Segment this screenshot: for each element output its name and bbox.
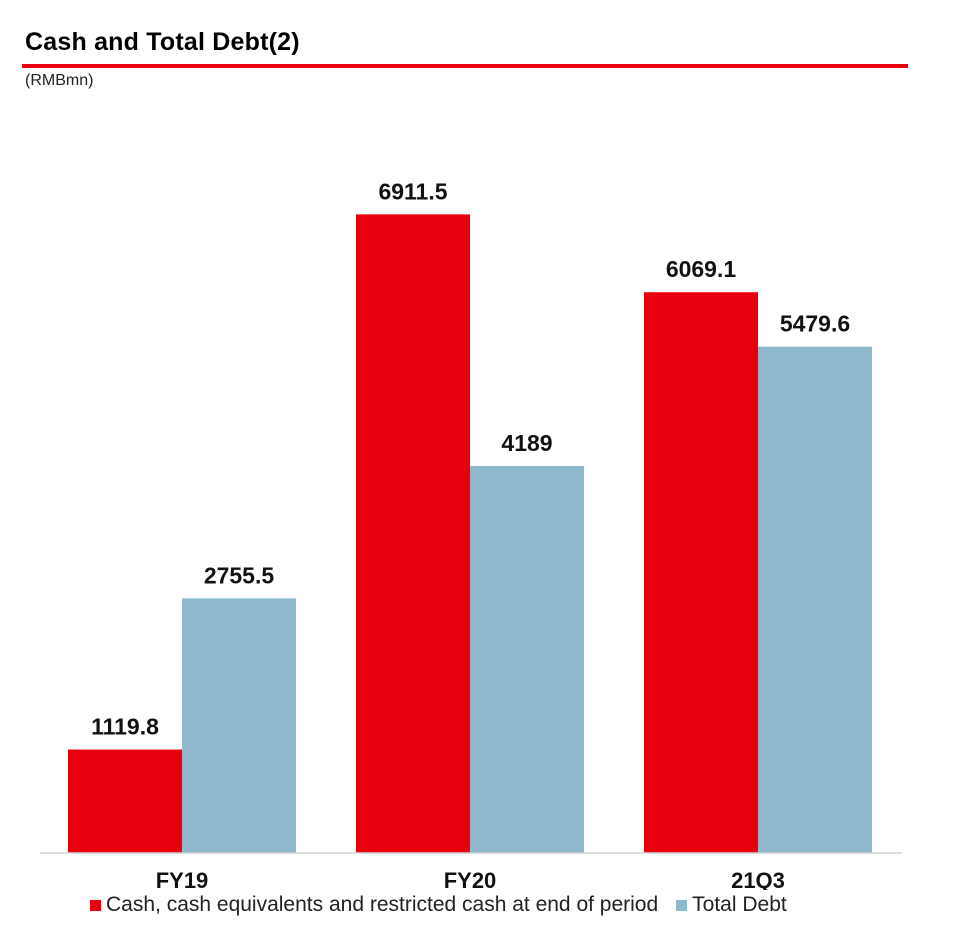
legend-swatch-cash: [90, 899, 101, 911]
bar-fy20-cash: [356, 214, 470, 854]
category-labels: FY19 FY20 21Q3: [156, 868, 785, 890]
data-label-21q3-debt: 5479.6: [780, 311, 850, 337]
data-label-fy19-cash: 1119.8: [91, 714, 159, 740]
bar-fy20-debt: [470, 465, 584, 853]
category-label-21q3: 21Q3: [731, 868, 785, 890]
chart-title: Cash and Total Debt(2): [25, 28, 300, 56]
data-label-21q3-cash: 6069.1: [666, 256, 737, 282]
legend-item-debt: Total Debt: [676, 893, 787, 917]
legend-item-cash: Cash, cash equivalents and restricted ca…: [90, 893, 658, 917]
bar-21q3-debt: [758, 346, 872, 853]
legend-label-cash: Cash, cash equivalents and restricted ca…: [106, 893, 659, 916]
bars-group: 1119.8 2755.5 6911.5 4189 6069.1 5479.6: [68, 178, 872, 854]
bar-21q3-cash: [644, 292, 758, 853]
data-label-fy19-debt: 2755.5: [204, 562, 275, 588]
bar-fy19-debt: [182, 598, 296, 853]
bar-fy19-cash: [68, 749, 182, 853]
unit-label: (RMBmn): [25, 72, 94, 89]
legend: Cash, cash equivalents and restricted ca…: [90, 893, 805, 917]
category-label-fy19: FY19: [156, 868, 209, 890]
legend-label-debt: Total Debt: [692, 893, 787, 916]
data-label-fy20-debt: 4189: [501, 430, 552, 456]
title-divider: [22, 64, 908, 68]
data-label-fy20-cash: 6911.5: [378, 178, 447, 204]
legend-swatch-debt: [676, 899, 688, 911]
category-label-fy20: FY20: [444, 868, 497, 890]
